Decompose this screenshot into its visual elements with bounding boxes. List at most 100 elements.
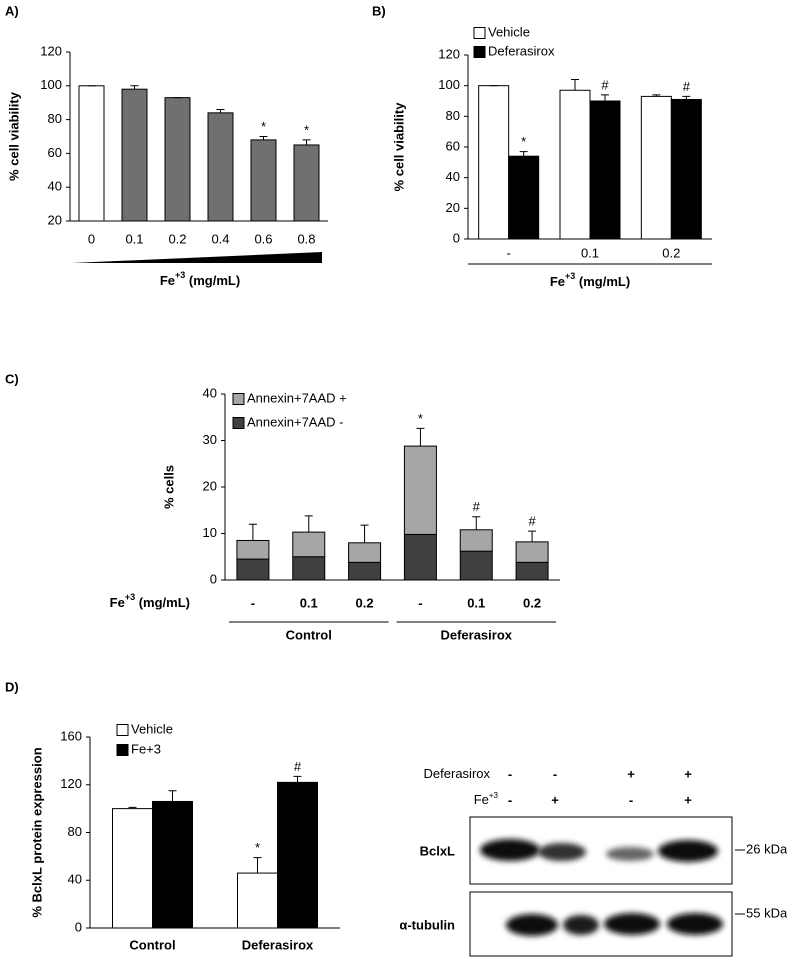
x-tick-label: Control xyxy=(129,937,175,952)
bar xyxy=(559,89,591,240)
error-bar xyxy=(304,515,313,533)
y-tick-label: 10 xyxy=(203,525,217,540)
panel-label: A) xyxy=(5,3,19,18)
y-tick-label: 120 xyxy=(60,776,82,791)
x-tick-label: 0.4 xyxy=(211,231,229,246)
x-axis-title: Fe+3 (mg/mL) xyxy=(160,270,240,288)
annotation: # xyxy=(683,79,691,94)
bar xyxy=(207,112,234,222)
x-tick-label: 0.2 xyxy=(168,231,186,246)
error-bar xyxy=(293,775,302,783)
error-bar xyxy=(253,857,262,874)
bar xyxy=(348,561,382,581)
legend-swatch xyxy=(116,744,129,756)
x-tick-label: 0.1 xyxy=(125,231,143,246)
x-tick-label: 0 xyxy=(88,231,95,246)
x-tick-label: - xyxy=(251,595,255,610)
text-part: (mg/mL) xyxy=(185,273,240,288)
x-tick-label: 0.1 xyxy=(581,245,599,260)
text-part: (mg/mL) xyxy=(575,274,630,289)
annotation: # xyxy=(601,77,609,92)
blot-sign: + xyxy=(627,766,635,781)
bar xyxy=(459,550,493,581)
annotation: # xyxy=(294,759,302,774)
error-bar xyxy=(302,139,311,145)
legend-swatch xyxy=(473,46,486,58)
legend-label: Vehicle xyxy=(488,24,530,39)
bar xyxy=(508,155,540,240)
annotation: # xyxy=(528,514,536,529)
x-tick-label: - xyxy=(506,245,510,260)
y-tick-label: 0 xyxy=(75,919,82,934)
error-bar xyxy=(519,151,528,157)
y-tick-label: 40 xyxy=(48,179,62,194)
text-part: Fe xyxy=(110,595,125,610)
y-tick-label: 160 xyxy=(60,728,82,743)
blot-sign: - xyxy=(508,766,512,781)
blot-row-label: Deferasirox xyxy=(424,766,491,781)
bar xyxy=(237,872,278,929)
annotation: * xyxy=(418,411,423,426)
bar xyxy=(640,95,672,240)
size-marker: 55 kDa xyxy=(746,905,787,920)
legend-swatch xyxy=(232,393,245,405)
text-part: Fe xyxy=(550,274,565,289)
blot-sign: - xyxy=(629,792,633,807)
blot-sign: - xyxy=(508,792,512,807)
bar xyxy=(515,541,549,563)
legend-label: Vehicle xyxy=(131,721,173,736)
bar xyxy=(478,85,510,240)
error-bar xyxy=(130,85,139,90)
legend-label: Annexin+7AAD + xyxy=(247,390,347,405)
y-tick-label: 30 xyxy=(203,432,217,447)
panel-label: C) xyxy=(5,371,19,386)
x-axis-title: Fe+3 (mg/mL) xyxy=(550,271,630,289)
bar xyxy=(459,529,493,552)
legend-label: Annexin+7AAD - xyxy=(247,414,343,429)
y-tick-label: 120 xyxy=(40,43,62,58)
error-bar xyxy=(601,94,609,101)
blot-band xyxy=(506,914,558,936)
y-tick-label: 80 xyxy=(48,111,62,126)
y-tick-label: 120 xyxy=(438,46,460,61)
band-label: α-tubulin xyxy=(399,917,455,932)
error-bar xyxy=(528,530,537,542)
bar xyxy=(112,808,153,929)
bar xyxy=(670,98,702,240)
annotation: * xyxy=(261,119,266,134)
bar xyxy=(292,556,326,581)
panel-label: D) xyxy=(5,679,19,694)
x-tick-label: 0.8 xyxy=(297,231,315,246)
error-bar xyxy=(216,108,225,113)
blot-sign: + xyxy=(684,766,692,781)
size-marker: 26 kDa xyxy=(746,841,787,856)
y-axis-title: % cell viability xyxy=(391,102,406,192)
annotation: * xyxy=(255,840,260,855)
bar xyxy=(121,88,148,222)
x-tick-label: 0.2 xyxy=(662,245,680,260)
bar xyxy=(348,542,382,563)
annotation: * xyxy=(521,134,526,149)
blot-band xyxy=(538,843,586,861)
blot-band xyxy=(667,913,723,935)
blot-sign: - xyxy=(553,766,557,781)
bar xyxy=(152,800,193,929)
y-tick-label: 100 xyxy=(40,77,62,92)
bar xyxy=(250,139,277,222)
x-tick-label: 0.2 xyxy=(356,595,374,610)
blot-band xyxy=(480,839,540,861)
x-tick-label: 0.1 xyxy=(300,595,318,610)
x-tick-label: - xyxy=(418,595,422,610)
y-tick-label: 20 xyxy=(203,478,217,493)
error-bar xyxy=(360,524,369,543)
blot-band xyxy=(658,840,718,862)
y-tick-label: 80 xyxy=(446,108,460,123)
group-label: Deferasirox xyxy=(440,627,512,642)
legend-label: Fe+3 xyxy=(131,741,161,756)
blot-row-label: Fe+3 xyxy=(474,791,499,807)
western-blot: Deferasirox Fe+3 - - + + - + - + BclxL α… xyxy=(399,766,787,957)
blot-sign: + xyxy=(551,792,559,807)
bar xyxy=(293,144,320,222)
y-tick-label: 40 xyxy=(68,872,82,887)
